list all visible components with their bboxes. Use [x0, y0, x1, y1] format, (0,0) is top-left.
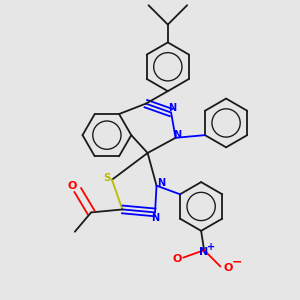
Text: O: O — [173, 254, 182, 264]
Text: S: S — [104, 173, 111, 183]
Text: N: N — [151, 213, 159, 224]
Text: N: N — [157, 178, 165, 188]
Text: O: O — [223, 263, 232, 273]
Text: N: N — [173, 130, 181, 140]
Text: O: O — [67, 181, 76, 191]
Text: −: − — [232, 256, 242, 268]
Text: +: + — [208, 242, 216, 252]
Text: N: N — [169, 103, 177, 113]
Text: N: N — [200, 247, 209, 256]
